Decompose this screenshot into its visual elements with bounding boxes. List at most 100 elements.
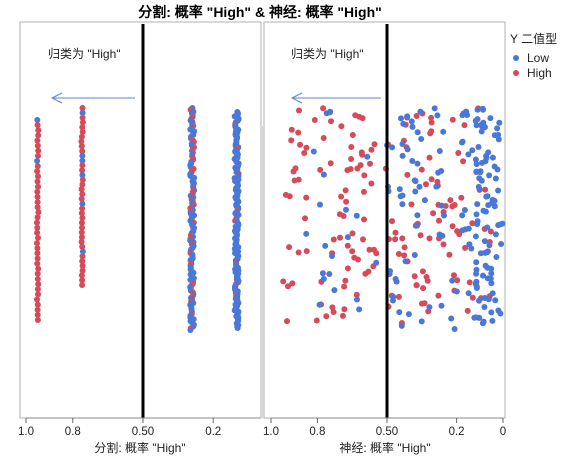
point-neural-high <box>458 194 465 201</box>
point-neural-low <box>478 128 485 135</box>
point-neural-low <box>488 265 495 272</box>
point-neural-low <box>492 297 499 304</box>
point-neural-high <box>302 215 308 222</box>
point-neural-low <box>408 118 415 125</box>
point-neural-high <box>327 160 334 167</box>
point-neural-low <box>495 187 502 194</box>
point-neural-high <box>426 235 433 242</box>
point-split-high <box>35 183 41 190</box>
point-neural-low <box>469 147 476 154</box>
point-split-high <box>78 272 85 279</box>
point-neural-high <box>285 283 291 290</box>
point-neural-high <box>371 246 377 253</box>
point-neural-low <box>438 302 445 309</box>
point-split-high <box>79 105 86 111</box>
point-split-high <box>34 301 41 308</box>
plot-frame-right <box>263 21 506 419</box>
point-neural-high <box>426 154 433 161</box>
point-split-high <box>34 224 41 231</box>
point-neural-low <box>472 280 479 287</box>
point-neural-high <box>344 167 351 174</box>
point-neural-low <box>493 254 500 260</box>
point-neural-high <box>430 210 437 217</box>
point-neural-high <box>348 144 355 150</box>
point-neural-high <box>296 107 302 114</box>
point-split-high <box>34 163 41 170</box>
point-neural-high <box>360 236 366 243</box>
point-neural-low <box>414 212 421 219</box>
point-neural-low <box>449 277 456 284</box>
point-neural-high <box>295 176 302 183</box>
point-neural-low <box>411 252 418 258</box>
point-neural-low <box>418 318 425 325</box>
point-split-high <box>79 191 86 198</box>
point-split-high <box>34 317 41 323</box>
point-split-high <box>34 188 41 195</box>
point-neural-low <box>364 153 371 160</box>
point-neural-low <box>498 241 505 247</box>
point-neural-high <box>289 280 296 287</box>
point-neural-low <box>353 212 360 219</box>
point-split-high <box>34 240 40 247</box>
legend: Y 二值型 Low High <box>510 30 571 80</box>
point-neural-low <box>356 306 363 313</box>
point-neural-low <box>474 106 481 113</box>
point-neural-high <box>408 201 415 208</box>
point-neural-high <box>461 122 468 129</box>
point-neural-low <box>489 154 496 161</box>
point-neural-low <box>440 128 447 135</box>
point-split-high <box>79 224 85 231</box>
point-neural-high <box>455 150 462 156</box>
point-split-high <box>34 199 41 206</box>
point-neural-low <box>471 314 478 321</box>
point-neural-high <box>286 244 293 251</box>
point-neural-low <box>400 120 407 127</box>
point-split-high <box>78 234 85 241</box>
point-split-high <box>34 168 41 175</box>
point-split-high <box>35 209 42 216</box>
point-neural-high <box>420 285 427 292</box>
neural-arrowhead <box>290 92 303 104</box>
legend-swatch-high <box>513 69 519 76</box>
point-neural-high <box>349 248 356 255</box>
point-neural-high <box>368 180 375 187</box>
point-neural-low <box>481 304 488 310</box>
point-neural-low <box>487 115 494 122</box>
point-split-high <box>34 219 40 226</box>
point-split-low <box>79 200 86 207</box>
point-neural-high <box>337 234 343 241</box>
point-neural-low <box>461 207 468 213</box>
point-neural-high <box>338 123 345 130</box>
point-neural-low <box>451 326 458 332</box>
point-neural-high <box>341 283 348 290</box>
point-neural-high <box>354 165 361 172</box>
point-neural-low <box>488 309 495 316</box>
point-neural-high <box>435 292 442 299</box>
point-neural-low <box>398 115 404 122</box>
point-split-high <box>35 281 42 288</box>
point-neural-low <box>491 163 498 170</box>
point-neural-low <box>409 123 416 130</box>
point-neural-high <box>320 135 327 141</box>
point-neural-low <box>421 197 428 204</box>
point-neural-low <box>317 201 323 208</box>
point-neural-high <box>303 194 310 201</box>
point-neural-low <box>399 201 406 208</box>
point-neural-low <box>475 144 482 150</box>
point-neural-low <box>354 296 360 303</box>
split-tick-label: 0.8 <box>65 426 81 438</box>
point-neural-low <box>343 206 349 213</box>
panel-divider <box>261 126 264 418</box>
point-neural-high <box>320 105 327 112</box>
point-neural-low <box>310 148 317 155</box>
point-neural-low <box>492 175 499 182</box>
point-neural-low <box>329 253 335 259</box>
point-split-low <box>79 248 86 255</box>
point-neural-high <box>360 188 367 195</box>
point-neural-high <box>449 223 456 230</box>
point-split-high <box>34 178 41 185</box>
point-neural-low <box>480 272 486 279</box>
point-neural-low <box>495 136 502 143</box>
point-split-high <box>79 162 86 169</box>
point-neural-low <box>476 297 482 304</box>
